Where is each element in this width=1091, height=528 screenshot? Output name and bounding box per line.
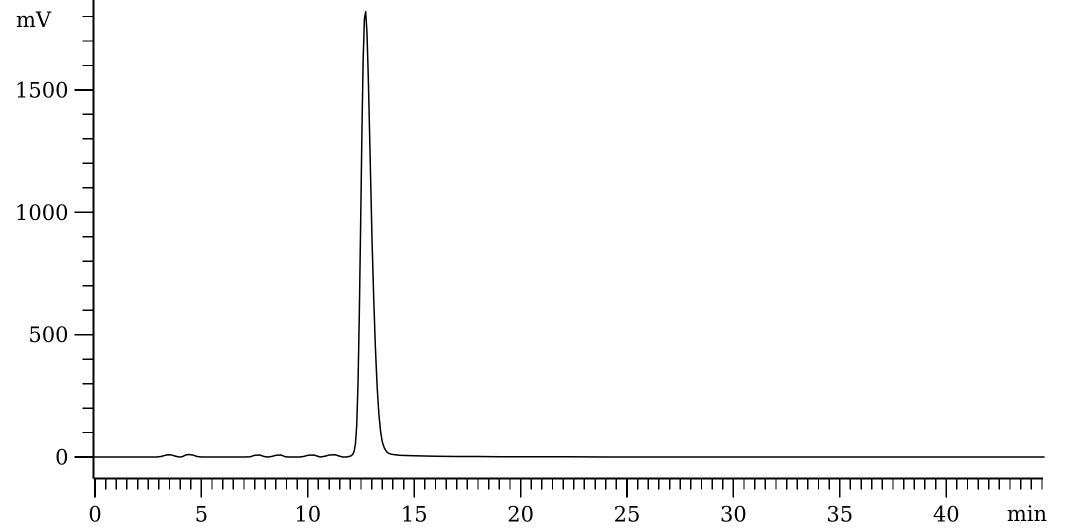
plot-axes: [92, 0, 1043, 480]
y-axis-unit-label: mV: [16, 8, 52, 32]
y-axis-tick-labels: 0 500 1000 1500: [15, 78, 68, 469]
x-axis-unit-label: min: [1007, 502, 1047, 526]
y-tick-label: 1000: [15, 201, 68, 225]
x-tick-label: 40: [933, 503, 960, 527]
x-tick-label: 35: [826, 503, 853, 527]
y-axis-ticks: [74, 15, 94, 458]
y-tick-label: 0: [55, 446, 68, 470]
x-axis-tick-labels: 0 5 10 15 20 25 30 35 40: [88, 503, 959, 527]
x-tick-label: 30: [720, 503, 747, 527]
x-tick-label: 15: [401, 503, 428, 527]
y-tick-label: 1500: [15, 78, 68, 102]
x-tick-label: 25: [614, 503, 641, 527]
x-axis-ticks: [94, 478, 1043, 498]
x-tick-label: 20: [507, 503, 534, 527]
x-tick-label: 5: [195, 503, 208, 527]
signal-trace: [94, 10, 1045, 458]
x-tick-label: 10: [294, 503, 321, 527]
x-tick-label: 0: [88, 503, 101, 527]
y-tick-label: 500: [28, 323, 68, 347]
